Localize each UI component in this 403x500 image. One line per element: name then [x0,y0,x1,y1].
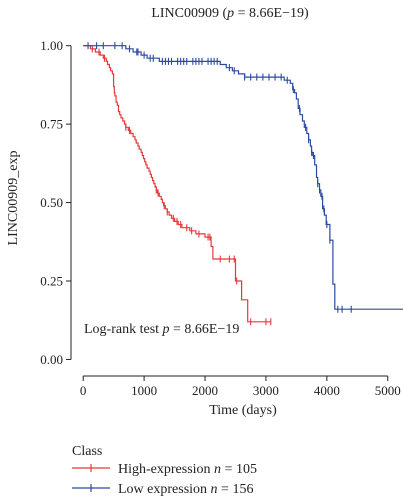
y-tick-label-1: 0.25 [40,274,63,289]
legend-label-high-main: High-expression [118,462,214,477]
x-axis-label: Time (days) [209,403,277,418]
logrank-p-symbol: p [162,322,170,337]
survival-curves [83,42,403,326]
legend-label-low-n-value: = 156 [218,482,254,497]
legend-label-low-main: Low expression [118,482,211,497]
legend: Class High-expression n = 105 Low expres… [72,444,257,497]
logrank-prefix: Log-rank test [84,322,163,337]
y-tick-label-4: 1.00 [40,38,63,53]
y-tick-label-0: 0.00 [40,352,63,367]
legend-label-low: Low expression n = 156 [118,482,253,497]
legend-label-high-n-symbol: n [214,462,221,477]
legend-entry-low: Low expression n = 156 [72,482,253,497]
chart-title-prefix: LINC00909 ( [151,6,227,21]
x-tick-label-1: 1000 [131,383,157,398]
chart-title: LINC00909 (p = 8.66E−19) [151,6,309,21]
y-axis-label: LINC00909_exp [6,151,21,246]
logrank-suffix: = 8.66E−19 [170,322,240,337]
x-tick-label-4: 4000 [314,383,340,398]
y-tick-label-3: 0.75 [40,117,63,132]
x-tick-label-3: 3000 [253,383,279,398]
chart-title-suffix: = 8.66E−19) [234,6,309,21]
legend-label-low-n-symbol: n [211,482,218,497]
axes: 0.00 0.25 0.50 0.75 1.00 0 1000 2000 3000 4000 500… [40,38,401,398]
x-tick-label-2: 2000 [192,383,218,398]
legend-entry-high: High-expression n = 105 [72,462,257,477]
x-tick-label-0: 0 [80,383,87,398]
legend-label-high: High-expression n = 105 [118,462,257,477]
legend-title: Class [72,444,102,459]
survival-curve-low-expression [83,45,403,310]
survival-curve-high-expression [83,45,271,323]
chart-title-p-symbol: p [226,6,234,21]
logrank-annotation: Log-rank test p = 8.66E−19 [84,322,239,337]
y-tick-label-2: 0.50 [40,195,63,210]
legend-label-high-n-value: = 105 [221,462,257,477]
x-tick-label-5: 5000 [375,383,401,398]
